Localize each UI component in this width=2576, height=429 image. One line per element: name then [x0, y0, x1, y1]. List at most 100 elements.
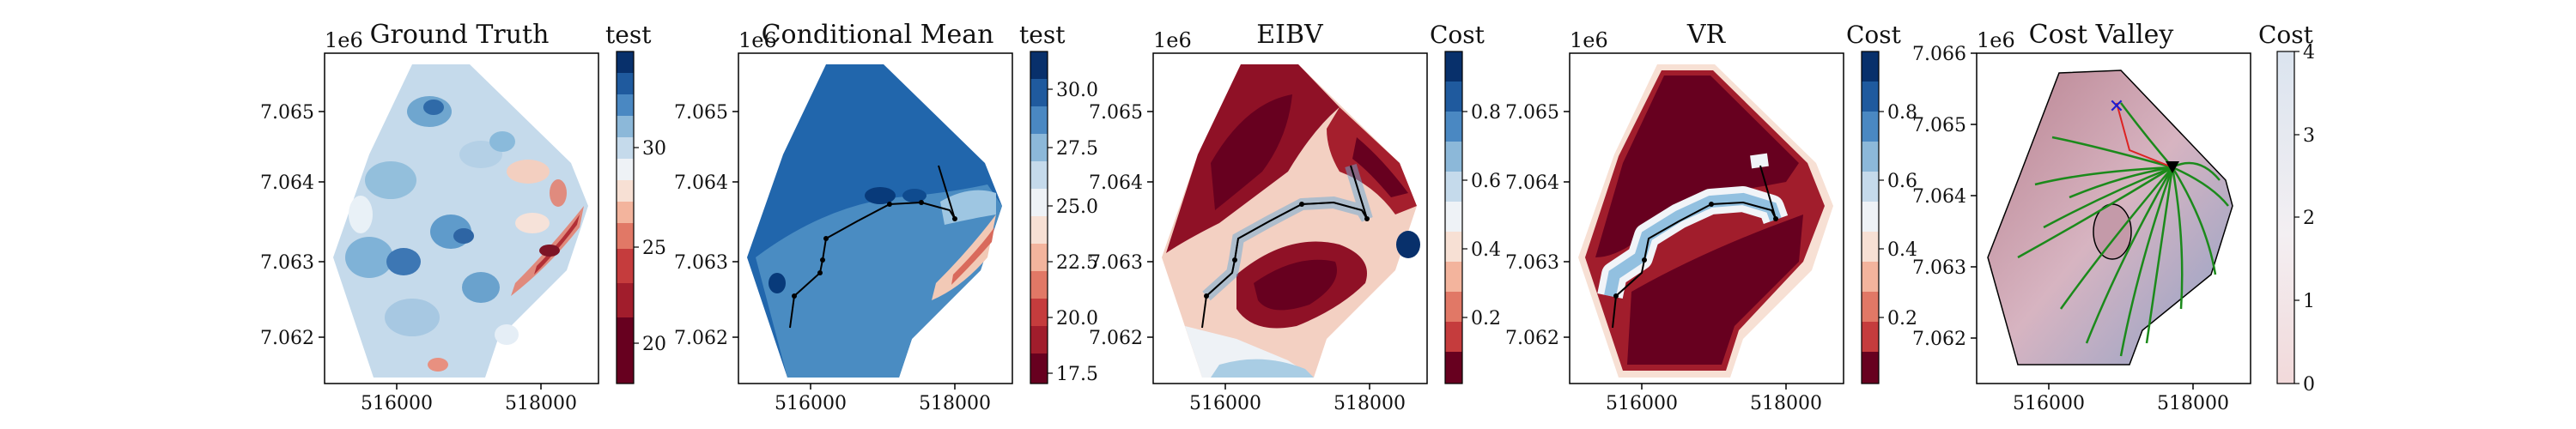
- x-axis: 516000 518000: [1606, 384, 1822, 414]
- panel-title: VR: [1686, 20, 1727, 50]
- colorbar-tick-label: 20.0: [1056, 308, 1098, 329]
- offset-label: 1e6: [1570, 28, 1608, 52]
- colorbar-label: Cost: [2258, 21, 2314, 49]
- colorbar-tick-label: 0.2: [1471, 308, 1501, 329]
- colorbar-tick-label: 25: [642, 238, 666, 259]
- offset-label: 1e6: [1977, 28, 2015, 52]
- x-tick-label: 518000: [2157, 393, 2229, 414]
- y-tick-label: 7.064: [1912, 186, 1966, 208]
- y-tick-label: 7.063: [674, 252, 728, 274]
- panel-cost-valley: Cost Valley 1e6 ✕: [1912, 20, 2315, 414]
- y-tick-label: 7.062: [1505, 328, 1559, 349]
- path-waypoint: [820, 257, 825, 263]
- y-axis: 7.065 7.064 7.063 7.062: [1089, 102, 1153, 349]
- colorbar: test 17.5 20.0 22.5 25.0 27.5 3: [1019, 21, 1098, 385]
- obstacle: [2093, 203, 2132, 260]
- y-tick-label: 7.063: [260, 252, 314, 274]
- previous-location-icon: ✕: [2109, 96, 2124, 118]
- y-tick-label: 7.064: [1089, 172, 1143, 194]
- colorbar-tick-label: 4: [2303, 42, 2315, 63]
- cost-valley-gradient-arrows: [2017, 102, 2229, 357]
- colorbar-tick-label: 0: [2303, 374, 2315, 396]
- heatmap-field: [333, 64, 588, 378]
- y-axis: 7.065 7.064 7.063 7.062: [1505, 102, 1570, 349]
- y-tick-label: 7.063: [1089, 252, 1143, 274]
- offset-label: 1e6: [1153, 28, 1192, 52]
- y-tick-label: 7.065: [1089, 102, 1143, 124]
- previous-heading-line: [2116, 102, 2173, 168]
- y-tick-label: 7.062: [674, 328, 728, 349]
- colorbar-tick-label: 1: [2303, 291, 2315, 312]
- path-waypoint: [919, 200, 924, 205]
- path-waypoint: [1204, 293, 1209, 299]
- path-waypoint: [1232, 257, 1237, 263]
- panel-vr: VR 1e6 7.065 7.064 7.063 7.062: [1505, 20, 1917, 414]
- path-waypoint: [1642, 257, 1647, 263]
- y-tick-label: 7.062: [1089, 328, 1143, 349]
- y-tick-label: 7.065: [1912, 115, 1966, 136]
- heatmap-field: [747, 64, 1002, 378]
- colorbar-tick-label: 25.0: [1056, 196, 1098, 218]
- path-waypoint: [1299, 202, 1304, 207]
- heatmap-field: [1162, 64, 1420, 378]
- sampling-path: [1612, 165, 1777, 329]
- panel-title: Conditional Mean: [762, 20, 994, 50]
- colorbar-tick-label: 0.6: [1887, 171, 1917, 192]
- path-waypoint: [1709, 202, 1714, 207]
- path-waypoint: [1364, 216, 1370, 221]
- y-tick-label: 7.062: [1912, 329, 1966, 350]
- colorbar-tick-label: 20: [642, 334, 666, 355]
- y-tick-label: 7.062: [260, 328, 314, 349]
- colorbar: test 20 25 30: [605, 21, 666, 384]
- path-waypoint: [817, 270, 823, 275]
- offset-label: 1e6: [325, 28, 363, 52]
- y-tick-label: 7.063: [1505, 252, 1559, 274]
- x-tick-label: 518000: [919, 393, 991, 414]
- colorbar-tick-label: 2: [2303, 208, 2315, 229]
- x-axis: 516000 518000: [361, 384, 577, 414]
- colorbar-label: test: [1019, 21, 1066, 49]
- colorbar: Cost 0.2 0.4 0.6 0.8: [1430, 21, 1501, 384]
- offset-label: 1e6: [738, 28, 777, 52]
- panel-title: EIBV: [1256, 20, 1324, 50]
- x-axis: 516000 518000: [775, 384, 991, 414]
- y-tick-label: 7.065: [674, 102, 728, 124]
- colorbar-tick-label: 0.8: [1471, 102, 1501, 124]
- x-tick-label: 518000: [1334, 393, 1406, 414]
- x-tick-label: 516000: [1606, 393, 1678, 414]
- y-tick-label: 7.064: [674, 172, 728, 194]
- x-tick-label: 516000: [775, 393, 847, 414]
- x-tick-label: 518000: [1750, 393, 1822, 414]
- colorbar-label: Cost: [1430, 21, 1485, 49]
- panel-eibv: EIBV 1e6 7.065 7.: [1089, 20, 1501, 414]
- y-axis: 7.065 7.064 7.063 7.062: [260, 102, 325, 349]
- path-waypoint: [823, 236, 829, 241]
- x-axis: 516000 518000: [2013, 384, 2229, 414]
- panel-title: Cost Valley: [2029, 20, 2174, 50]
- heatmap-field: ✕: [1987, 69, 2233, 366]
- sampling-path: [789, 165, 956, 329]
- colorbar-tick-label: 0.2: [1887, 308, 1917, 329]
- y-axis: 7.065 7.064 7.063 7.062: [674, 102, 738, 349]
- colorbar-label: test: [605, 21, 652, 49]
- y-axis: 7.066 7.065 7.064 7.063 7.062: [1912, 44, 1977, 350]
- y-tick-label: 7.065: [1505, 102, 1559, 124]
- colorbar: Cost 0.2 0.4 0.6 0.8: [1846, 21, 1917, 384]
- x-tick-label: 516000: [361, 393, 433, 414]
- colorbar-tick-label: 17.5: [1056, 364, 1098, 385]
- path-waypoint: [792, 293, 797, 299]
- x-tick-label: 518000: [505, 393, 577, 414]
- colorbar-label: Cost: [1846, 21, 1902, 49]
- colorbar-tick-label: 27.5: [1056, 138, 1098, 160]
- y-tick-label: 7.064: [260, 172, 314, 194]
- path-waypoint: [952, 216, 957, 221]
- colorbar-tick-label: 0.8: [1887, 102, 1917, 124]
- y-tick-label: 7.064: [1505, 172, 1559, 194]
- x-axis: 516000 518000: [1189, 384, 1406, 414]
- panel-ground-truth: Ground Truth 1e6: [260, 20, 666, 414]
- y-tick-label: 7.066: [1912, 44, 1966, 65]
- x-tick-label: 516000: [2013, 393, 2085, 414]
- colorbar-tick-label: 3: [2303, 125, 2315, 147]
- panel-conditional-mean: Conditional Mean 1e6 7.065: [674, 20, 1098, 414]
- x-tick-label: 516000: [1189, 393, 1261, 414]
